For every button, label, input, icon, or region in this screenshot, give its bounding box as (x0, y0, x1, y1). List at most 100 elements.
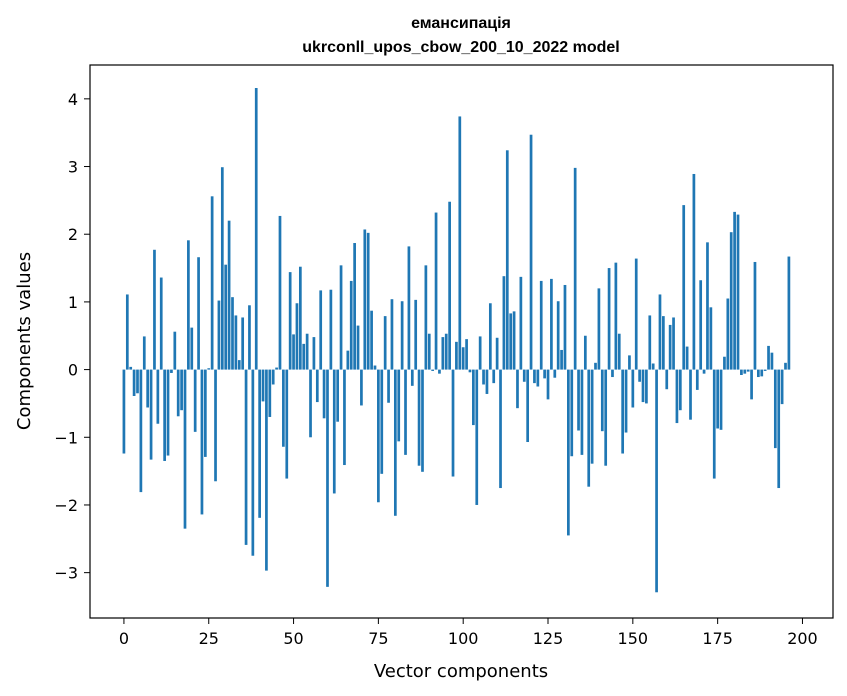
bar-133 (573, 167, 577, 370)
bar-51 (295, 303, 299, 370)
x-tick-label: 100 (448, 629, 479, 648)
chart-subtitle: ukrconll_upos_cbow_200_10_2022 model (302, 39, 619, 56)
bar-81 (397, 369, 401, 442)
bar-175 (716, 369, 719, 429)
bar-32 (231, 297, 234, 370)
bar-67 (349, 280, 353, 370)
y-tick-label: −1 (54, 428, 78, 447)
bar-73 (370, 310, 373, 370)
x-tick-label: 25 (199, 629, 219, 648)
bar-89 (424, 265, 428, 370)
bar-160 (665, 369, 669, 390)
bar-9 (153, 249, 156, 370)
x-axis-label: Vector components (374, 661, 548, 682)
bar-170 (699, 280, 703, 370)
bar-121 (533, 369, 536, 384)
bar-140 (597, 288, 601, 370)
bar-191 (770, 352, 774, 370)
bar-141 (600, 369, 604, 432)
bar-78 (387, 369, 390, 403)
bar-21 (193, 369, 197, 432)
bar-69 (356, 325, 360, 370)
bar-22 (197, 257, 200, 370)
bar-97 (451, 369, 455, 477)
bar-137 (587, 369, 591, 487)
y-tick-label: 1 (68, 293, 78, 312)
bar-7 (146, 369, 150, 408)
bar-17 (180, 369, 183, 411)
bar-110 (495, 337, 499, 370)
bar-109 (492, 369, 496, 384)
bar-36 (244, 369, 248, 545)
bar-112 (502, 276, 506, 370)
bar-118 (522, 369, 526, 382)
bar-158 (658, 294, 662, 370)
bar-46 (278, 215, 282, 370)
bar-64 (339, 265, 343, 370)
bar-91 (431, 369, 435, 371)
bar-13 (166, 369, 170, 456)
x-tick-label: 50 (283, 629, 303, 648)
bar-14 (170, 369, 173, 373)
bar-190 (767, 345, 770, 370)
bar-150 (631, 369, 635, 408)
bar-4 (136, 369, 139, 394)
x-tick-label: 75 (368, 629, 388, 648)
bar-86 (414, 299, 418, 370)
bar-0 (122, 369, 126, 454)
x-axis-ticks: 0 25 50 75 100 125 150 175 200 (119, 618, 818, 648)
bar-3 (132, 369, 136, 396)
bar-102 (468, 369, 472, 373)
bar-164 (678, 369, 682, 411)
bar-95 (444, 333, 448, 370)
bar-157 (655, 369, 658, 593)
bar-77 (383, 316, 387, 370)
bar-156 (651, 363, 655, 370)
bar-52 (298, 266, 302, 370)
bar-34 (237, 360, 241, 370)
bar-176 (719, 369, 723, 430)
bar-117 (519, 276, 523, 370)
bar-31 (227, 220, 231, 370)
bar-11 (159, 277, 163, 370)
bar-25 (207, 368, 211, 370)
bar-10 (156, 369, 160, 424)
bar-87 (417, 369, 421, 466)
bar-27 (214, 369, 217, 482)
bar-104 (475, 369, 479, 505)
bar-155 (648, 315, 652, 370)
bar-152 (638, 369, 641, 382)
bar-2 (129, 366, 133, 370)
y-axis-ticks: −3 −2 −1 0 1 2 3 4 (54, 90, 90, 583)
bar-38 (251, 369, 255, 556)
bar-26 (210, 196, 214, 370)
bar-134 (577, 369, 580, 431)
bar-181 (736, 214, 740, 370)
x-tick-label: 200 (787, 629, 818, 648)
bar-105 (478, 336, 482, 370)
bar-50 (292, 334, 295, 370)
bar-179 (729, 232, 733, 370)
bar-192 (773, 369, 777, 449)
bar-1 (125, 294, 129, 370)
bar-173 (709, 307, 713, 370)
bar-130 (563, 284, 567, 370)
bar-188 (760, 369, 764, 377)
bar-171 (702, 369, 706, 374)
bar-183 (743, 369, 747, 374)
bar-42 (265, 369, 268, 571)
x-tick-label: 175 (702, 629, 733, 648)
bar-153 (641, 369, 645, 403)
bar-74 (373, 365, 377, 370)
bar-146 (617, 333, 621, 370)
bar-48 (285, 369, 289, 479)
bar-119 (526, 369, 530, 443)
bar-8 (149, 369, 153, 460)
bar-90 (427, 333, 431, 370)
bar-62 (332, 369, 336, 494)
bar-132 (570, 369, 574, 457)
bar-166 (685, 346, 689, 370)
y-tick-label: 2 (68, 225, 78, 244)
bar-159 (662, 316, 665, 370)
